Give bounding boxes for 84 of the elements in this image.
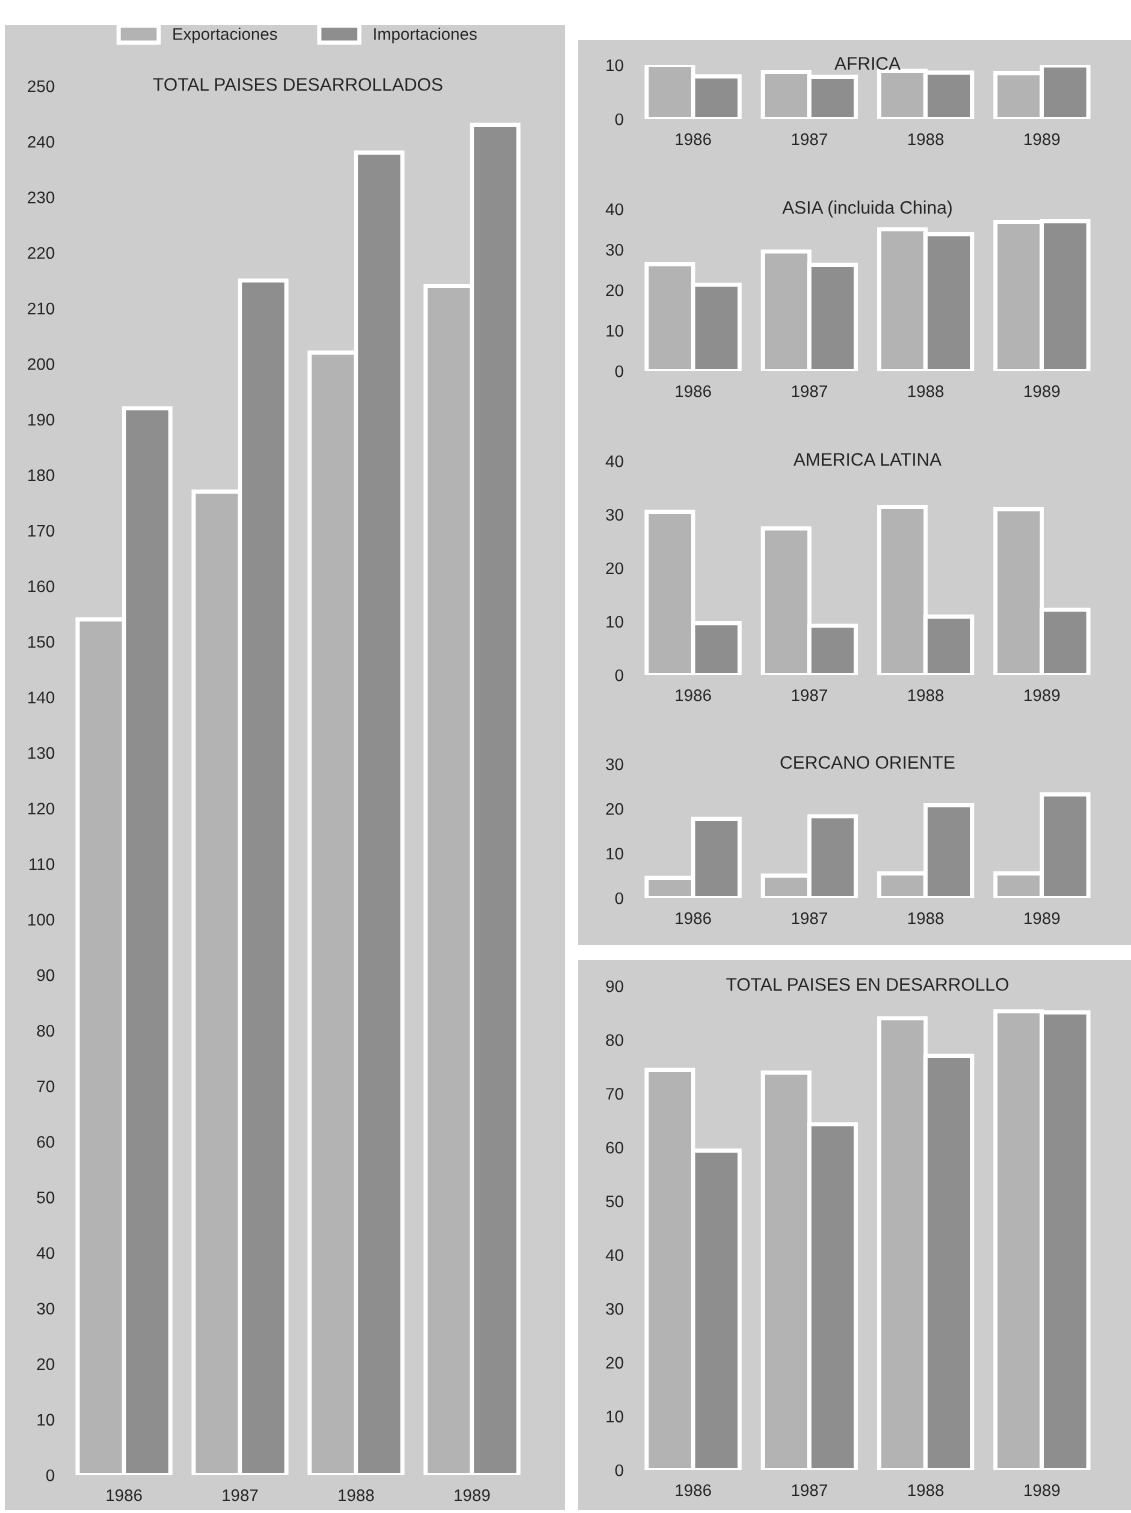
y-tick-label: 30 [605,1303,624,1315]
x-tick-label: 1988 [908,912,944,925]
y-tick-label: 10 [606,59,624,72]
y-tick-label: 130 [28,747,55,759]
x-tick-label: 1986 [675,912,711,925]
x-tick-label: 1986 [106,1489,142,1502]
y-tick-label: 10 [37,1413,55,1426]
y-tick-label: 20 [606,1356,624,1369]
y-tick-label: 170 [28,524,55,537]
y-tick-label: 110 [29,858,55,871]
y-tick-label: 40 [36,1247,55,1259]
x-tick-label: 1989 [1024,385,1060,398]
x-tick-label: 1987 [792,385,828,398]
y-tick-label: 10 [606,1410,624,1423]
y-tick-label: 230 [27,191,55,204]
x-tick-label: 1988 [908,133,944,146]
chart-title: TOTAL PAISES EN DESARROLLO [726,978,1009,991]
y-tick-label: 120 [28,802,55,815]
y-tick-label: 220 [27,247,55,259]
y-tick-label: 40 [605,203,624,216]
y-tick-label: 20 [606,284,624,297]
chart-title: TOTAL PAISES DESARROLLADOS [153,78,443,91]
x-tick-label: 1989 [1024,689,1060,702]
x-tick-label: 1989 [454,1489,490,1502]
chart-title: ASIA (incluida China) [782,200,952,218]
y-tick-label: 210 [27,302,55,315]
legend-label: Importaciones [374,27,477,44]
y-tick-label: 30 [605,758,624,771]
x-tick-label: 1988 [338,1489,374,1502]
y-tick-label: 100 [28,913,55,926]
y-tick-label: 60 [37,1136,55,1148]
legend-label: Exportaciones [173,27,278,44]
y-tick-label: 0 [46,1469,55,1482]
y-tick-label: 20 [606,803,624,815]
y-tick-label: 90 [37,969,55,982]
x-tick-label: 1989 [1024,133,1060,146]
y-tick-label: 90 [606,980,624,993]
x-tick-label: 1989 [1024,912,1060,925]
y-tick-label: 0 [615,669,624,682]
y-tick-label: 10 [606,324,624,337]
y-tick-label: 20 [606,562,624,575]
x-tick-label: 1988 [908,1484,944,1497]
y-tick-label: 80 [606,1034,624,1046]
x-tick-label: 1988 [908,385,944,398]
y-tick-label: 80 [37,1024,55,1037]
x-tick-label: 1988 [908,689,944,702]
y-tick-label: 20 [37,1358,55,1371]
x-tick-label: 1987 [792,133,828,146]
x-tick-label: 1986 [675,385,711,398]
x-tick-label: 1987 [792,912,828,925]
y-tick-label: 140 [28,691,55,704]
y-tick-label: 10 [606,847,624,860]
y-tick-label: 150 [28,636,55,648]
y-tick-label: 30 [36,1302,55,1315]
y-tick-label: 10 [606,615,624,628]
y-tick-label: 250 [27,80,55,93]
x-tick-label: 1986 [675,1484,711,1497]
y-tick-label: 0 [615,892,624,905]
y-tick-label: 30 [605,508,624,521]
x-tick-label: 1987 [792,689,828,702]
chart-title: AMERICA LATINA [793,453,942,466]
x-tick-label: 1987 [222,1489,258,1502]
y-tick-label: 160 [28,580,55,593]
x-tick-label: 1989 [1024,1484,1060,1497]
y-tick-label: 0 [615,113,624,126]
y-tick-label: 30 [605,243,624,256]
x-tick-label: 1986 [675,689,711,702]
y-tick-label: 70 [37,1080,55,1093]
y-tick-label: 190 [28,413,55,426]
y-tick-label: 40 [605,1249,624,1262]
y-tick-label: 70 [606,1087,624,1100]
y-tick-label: 180 [28,469,55,482]
chart-title: AFRICA [834,57,901,70]
x-tick-label: 1987 [792,1484,828,1497]
y-tick-label: 50 [606,1195,624,1208]
x-tick-label: 1986 [675,133,711,146]
y-tick-label: 60 [606,1141,624,1154]
y-tick-label: 200 [27,358,55,370]
chart-title: CERCANO ORIENTE [780,756,955,769]
y-tick-label: 240 [27,135,55,148]
y-tick-label: 40 [605,455,624,468]
y-tick-label: 50 [37,1191,55,1204]
y-tick-label: 0 [615,365,624,378]
y-tick-label: 0 [615,1464,624,1477]
